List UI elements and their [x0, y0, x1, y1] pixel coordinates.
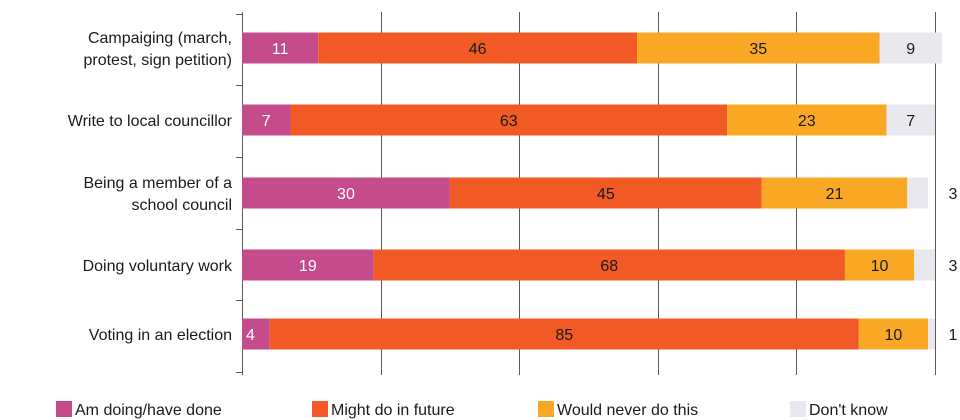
bar-segment: [844, 249, 915, 281]
category-label: Being a member of a: [83, 175, 232, 192]
data-label: 11: [272, 41, 289, 58]
data-label: 45: [597, 186, 615, 203]
data-label: 9: [906, 41, 915, 58]
bar-segment: [727, 104, 887, 136]
bar-segment: [449, 177, 762, 209]
data-label: 4: [246, 327, 255, 344]
bar-segment: [373, 249, 845, 281]
legend-label: Would never do this: [557, 402, 698, 419]
data-label: 7: [262, 113, 271, 130]
bar-segment: [242, 177, 450, 209]
legend: Am doing/have done Might do in future Woul…: [56, 401, 888, 419]
data-label: 46: [469, 41, 487, 58]
bar-segment: [637, 32, 880, 64]
bar-segment: [242, 104, 291, 136]
category-label: protest, sign petition): [83, 52, 232, 69]
data-label: 7: [906, 113, 915, 130]
legend-swatch: [56, 401, 72, 417]
data-label: 63: [500, 113, 518, 130]
data-label: 3: [949, 186, 958, 203]
bar-segment: [886, 104, 935, 136]
category-label: Voting in an election: [89, 327, 232, 344]
category-labels: Campaiging (march, protest, sign petition…: [68, 30, 233, 344]
data-label: 19: [299, 258, 317, 275]
data-label: 1: [949, 327, 958, 344]
data-label: 10: [871, 258, 889, 275]
legend-swatch: [790, 401, 806, 417]
bars: 11 46 35 9 7 63 23 7 30 45 21 3 19 68 10 3 4 85 10 1: [242, 32, 958, 350]
category-label: Campaiging (march,: [88, 30, 232, 47]
bar-segment: [242, 249, 374, 281]
bar-segment: [858, 318, 929, 350]
data-label: 68: [600, 258, 618, 275]
category-label: Doing voluntary work: [83, 258, 233, 275]
data-label: 23: [798, 113, 816, 130]
data-label: 85: [555, 327, 573, 344]
data-label: 30: [337, 186, 355, 203]
category-label: school council: [132, 197, 233, 214]
bar-segment: [290, 104, 728, 136]
legend-swatch: [312, 401, 328, 417]
data-label: 3: [949, 258, 958, 275]
bar-segment: [907, 177, 929, 209]
bar-segment: [879, 32, 942, 64]
legend-label: Don't know: [809, 402, 888, 419]
data-label: 35: [749, 41, 767, 58]
bar-segment: [242, 32, 319, 64]
bar-segment: [269, 318, 859, 350]
legend-label: Might do in future: [331, 402, 455, 419]
data-label: 10: [885, 327, 903, 344]
bar-segment: [242, 318, 270, 350]
legend-label: Am doing/have done: [75, 402, 222, 419]
bar-segment: [928, 318, 935, 350]
data-label: 21: [826, 186, 844, 203]
bar-segment: [914, 249, 935, 281]
bar-segment: [761, 177, 908, 209]
legend-swatch: [538, 401, 554, 417]
category-label: Write to local councillor: [68, 113, 233, 130]
bar-segment: [318, 32, 638, 64]
